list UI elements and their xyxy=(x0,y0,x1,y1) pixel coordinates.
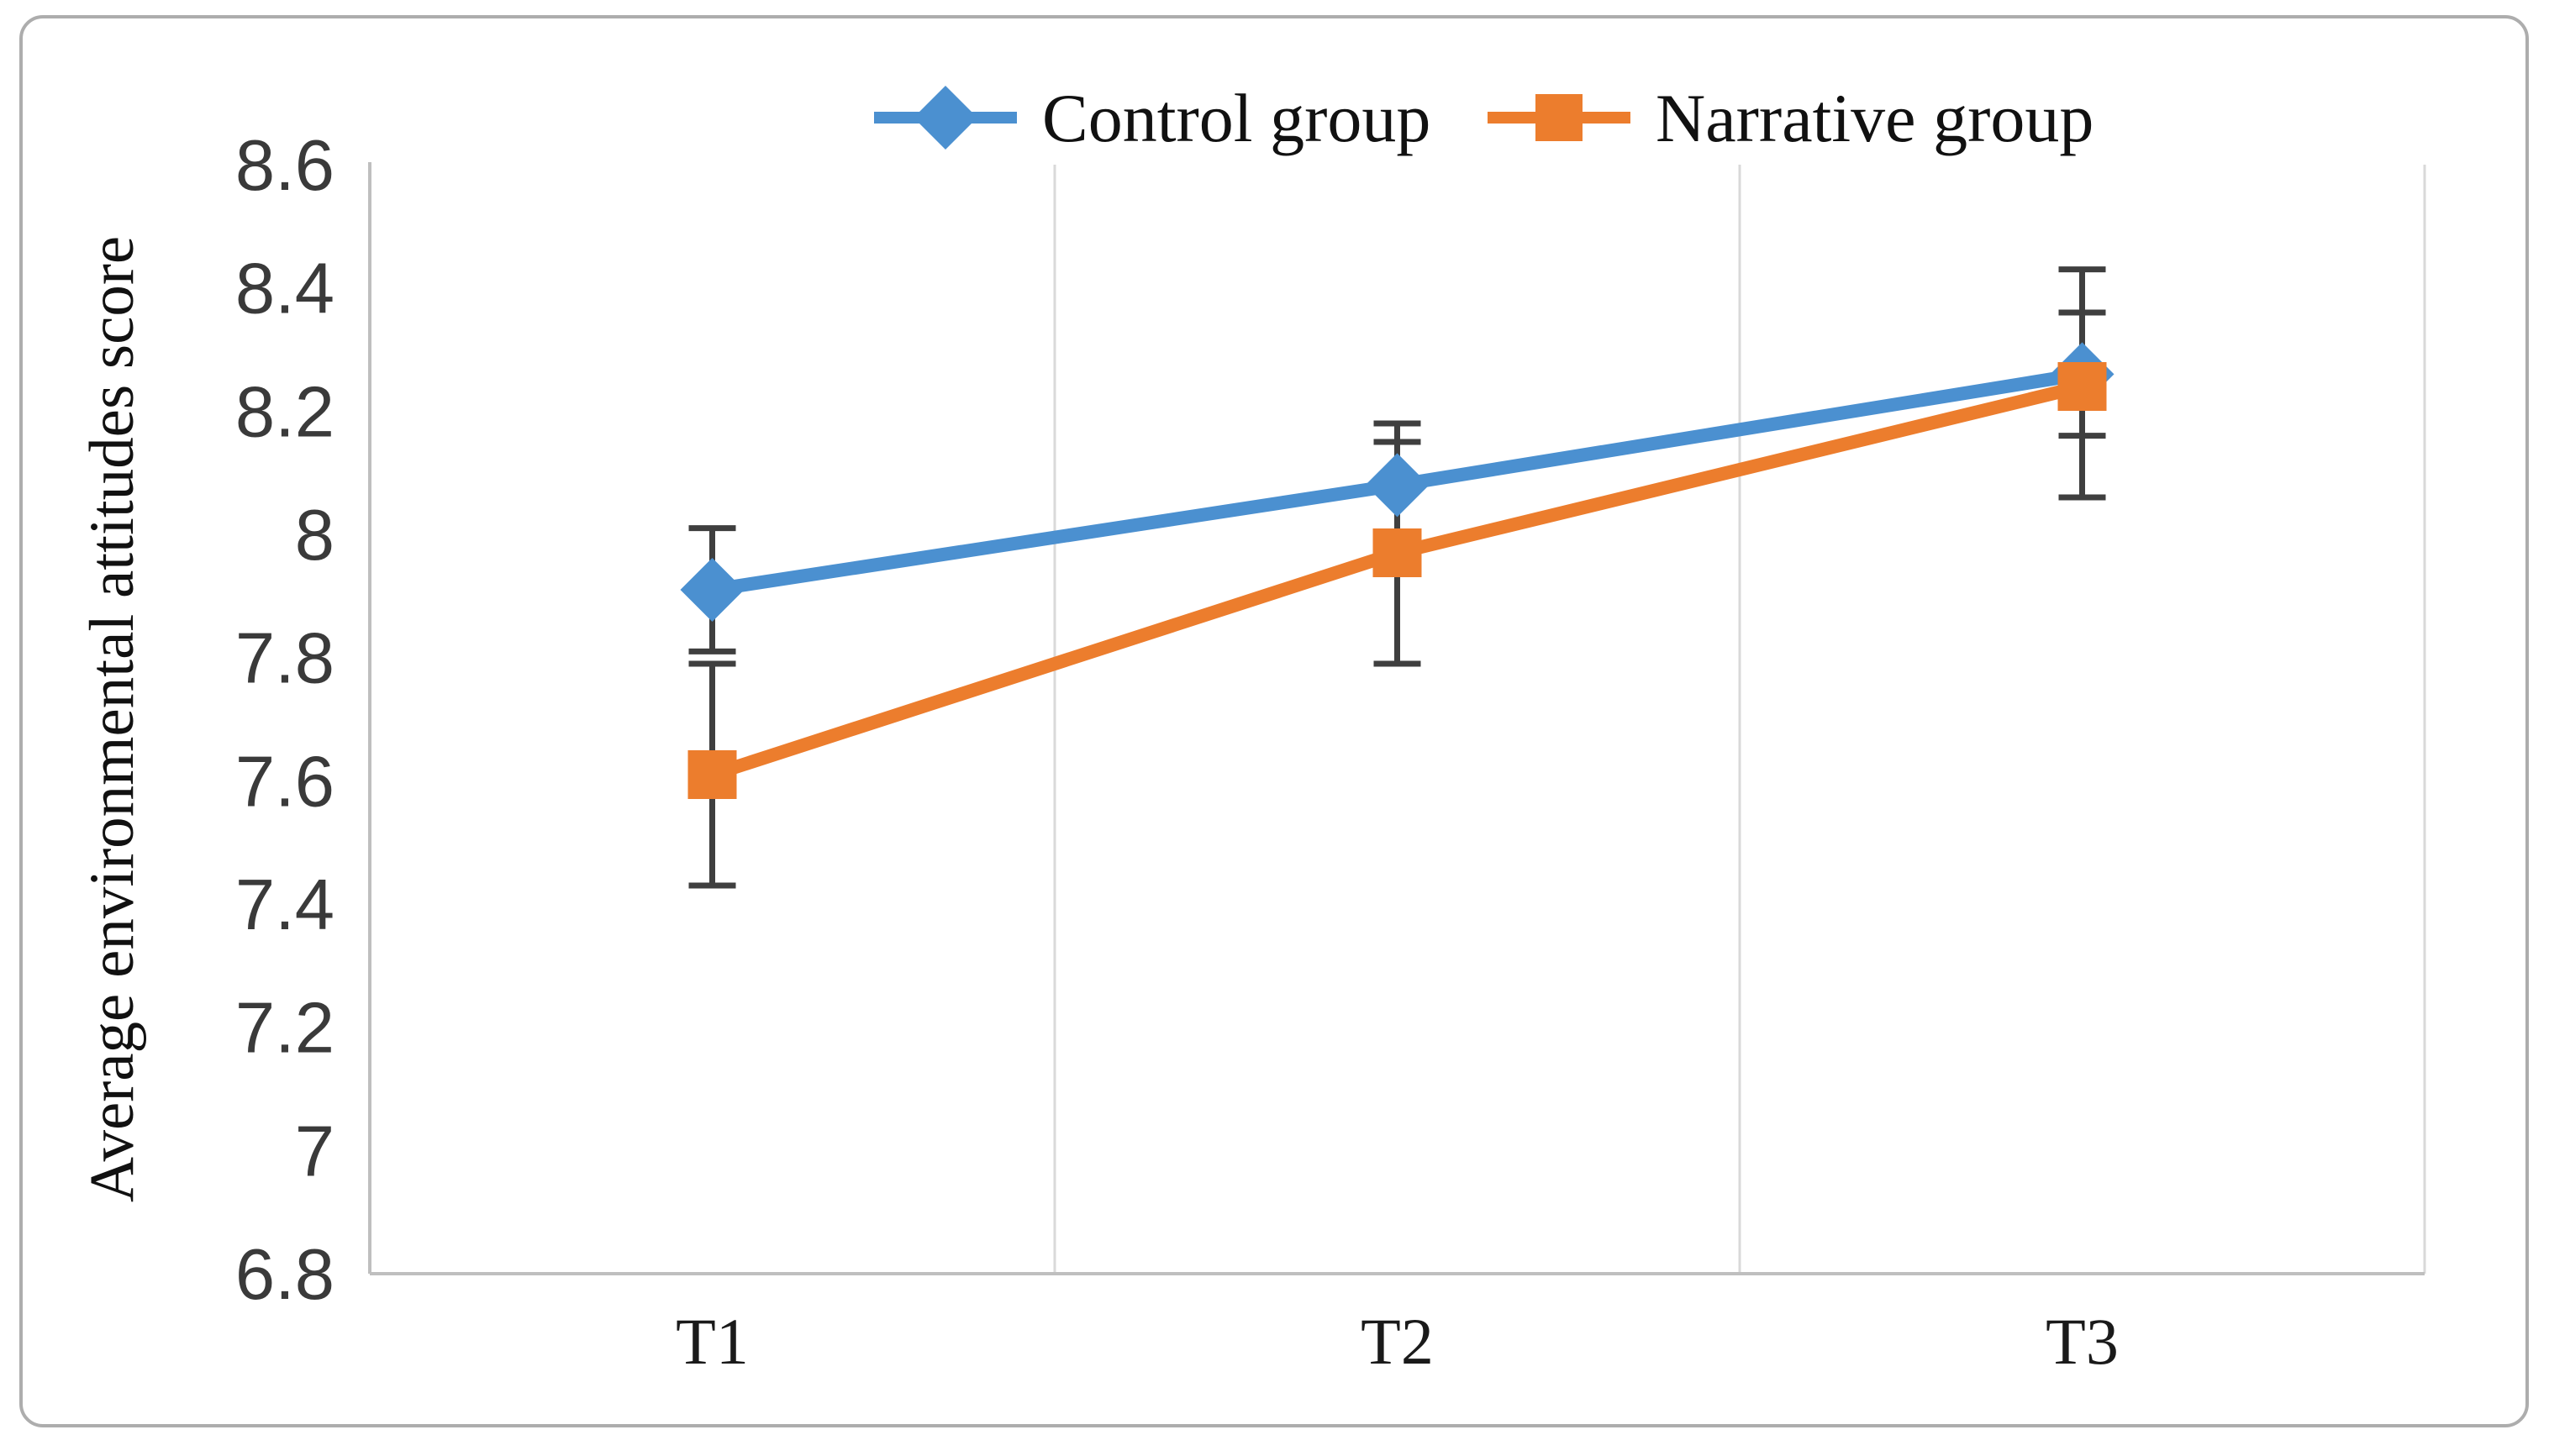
y-tick-label: 7.4 xyxy=(235,865,334,945)
data-point-square xyxy=(2057,362,2107,411)
figure-border xyxy=(19,15,2529,1427)
y-tick-label: 7 xyxy=(295,1112,334,1191)
data-point-diamond xyxy=(1365,453,1430,518)
y-tick-label: 8.4 xyxy=(235,250,334,329)
y-axis-title: Average environmental attitudes score xyxy=(77,236,147,1202)
legend-item-narrative-group: Narrative group xyxy=(1488,80,2093,156)
diamond-marker-icon xyxy=(914,86,977,150)
data-point-square xyxy=(687,750,737,799)
x-category-label: T3 xyxy=(2046,1305,2119,1378)
legend-label: Narrative group xyxy=(1656,80,2093,156)
y-tick-label: 7.8 xyxy=(235,619,334,699)
y-tick-label: 7.6 xyxy=(235,742,334,822)
y-tick-label: 8.6 xyxy=(235,126,334,206)
data-point-square xyxy=(1372,528,1422,577)
legend-item-control-group: Control group xyxy=(874,80,1430,156)
y-tick-label: 8.2 xyxy=(235,372,334,452)
square-marker-icon xyxy=(1535,94,1583,141)
y-tick-label: 8 xyxy=(295,496,334,576)
plot-series xyxy=(680,266,2115,889)
y-tick-label: 6.8 xyxy=(235,1235,334,1315)
y-tick-labels: 8.6 8.4 8.2 8 7.8 7.6 7.4 7.2 7 6.8 xyxy=(235,126,334,1315)
x-category-label: T2 xyxy=(1361,1305,1434,1378)
legend: Control group Narrative group xyxy=(874,80,2093,156)
x-category-label: T1 xyxy=(676,1305,749,1378)
data-point-diamond xyxy=(680,558,745,622)
y-tick-label: 7.2 xyxy=(235,989,334,1069)
x-category-labels: T1 T2 T3 xyxy=(676,1305,2119,1378)
gridlines xyxy=(1053,165,2426,1274)
legend-label: Control group xyxy=(1042,80,1430,156)
